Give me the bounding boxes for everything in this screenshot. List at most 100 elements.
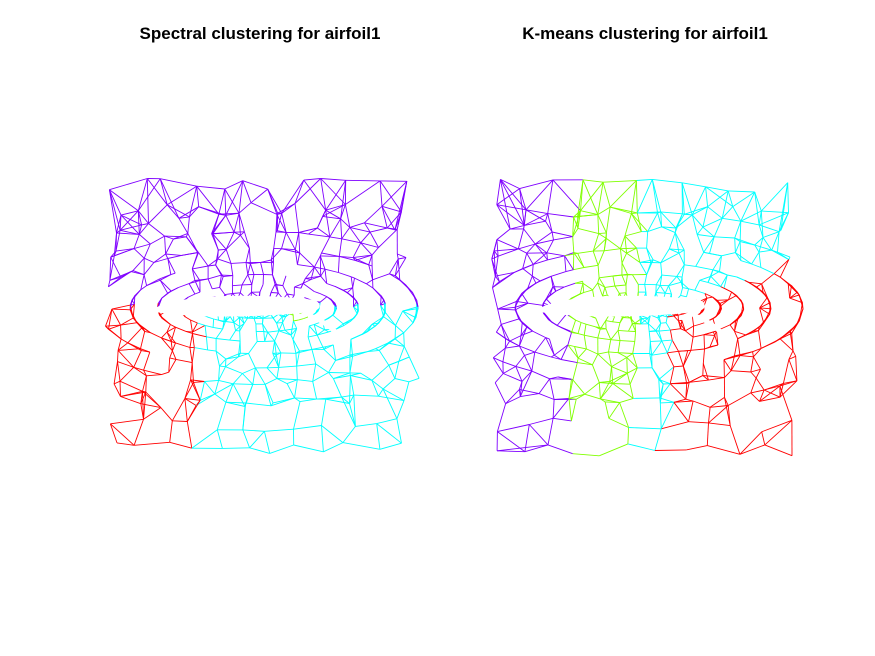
mesh-edge — [649, 353, 653, 368]
mesh-edge — [532, 275, 541, 282]
mesh-edge — [296, 351, 300, 367]
mesh-edge — [214, 383, 234, 395]
mesh-edge — [758, 237, 764, 253]
mesh-edge — [274, 330, 280, 342]
mesh-edge — [496, 239, 519, 250]
mesh-edge — [670, 328, 681, 331]
mesh-edge — [699, 275, 711, 281]
mesh-edge — [356, 304, 359, 314]
mesh-edge — [660, 402, 675, 429]
mesh-edge — [299, 252, 315, 268]
mesh-edge — [621, 262, 628, 275]
mesh-edge — [648, 323, 657, 331]
mesh-edge — [308, 233, 330, 238]
mesh-edge — [671, 339, 679, 352]
mesh-edge — [624, 235, 628, 254]
mesh-edge — [143, 407, 162, 420]
mesh-edge — [387, 227, 396, 231]
mesh-edge — [661, 226, 676, 234]
mesh-edge — [184, 398, 197, 406]
mesh-edge — [186, 400, 201, 422]
mesh-edge — [624, 235, 637, 249]
mesh-edge — [635, 180, 638, 213]
mesh-edge — [668, 232, 676, 250]
mesh-edge — [647, 226, 662, 233]
mesh-edge — [651, 352, 668, 356]
mesh-edge — [382, 388, 398, 419]
mesh-edge — [276, 378, 288, 385]
mesh-edge — [137, 210, 140, 235]
mesh-edge — [173, 236, 187, 240]
mesh-edge — [681, 182, 685, 215]
mesh-edge — [619, 340, 635, 342]
mesh-edge — [372, 273, 390, 281]
mesh-edge — [378, 228, 398, 248]
mesh-edge — [341, 238, 361, 244]
mesh-edge — [276, 367, 280, 379]
mesh-edge — [660, 211, 683, 215]
mesh-edge — [787, 182, 789, 213]
spectral-clustering-panel: Spectral clustering for airfoil1 — [60, 0, 460, 656]
mesh-edge — [207, 316, 214, 320]
mesh-edge — [552, 399, 555, 419]
mesh-edge — [524, 351, 535, 356]
mesh-edge — [334, 303, 337, 307]
mesh-edge — [605, 401, 620, 404]
mesh-edge — [732, 191, 755, 207]
mesh-edge — [598, 277, 606, 288]
mesh-edge — [664, 285, 670, 294]
mesh-edge — [143, 262, 155, 275]
mesh-edge — [242, 180, 252, 203]
mesh-edge — [657, 317, 662, 324]
mesh-edge — [165, 238, 174, 255]
mesh-edge — [750, 356, 754, 373]
mesh-edge — [375, 342, 389, 350]
mesh-edge — [166, 331, 176, 344]
mesh-edge — [586, 348, 599, 355]
mesh-edge — [310, 266, 315, 280]
mesh-edge — [737, 338, 741, 356]
mesh-edge — [298, 232, 301, 254]
mesh-edge — [127, 342, 141, 350]
mesh-edge — [496, 204, 511, 230]
mesh-edge — [349, 226, 371, 233]
mesh-edge — [248, 248, 251, 264]
mesh-edge — [117, 361, 134, 368]
mesh-edge — [723, 359, 732, 371]
mesh-edge — [191, 347, 195, 363]
mesh-edge — [166, 324, 171, 333]
mesh-edge — [764, 419, 793, 446]
mesh-edge — [190, 319, 198, 324]
mesh-edge — [340, 218, 351, 228]
mesh-edge — [660, 252, 680, 264]
mesh-edge — [290, 320, 294, 336]
mesh-edge — [580, 292, 584, 295]
mesh-edge — [503, 373, 523, 382]
mesh-edge — [120, 214, 142, 226]
mesh-edge — [605, 328, 612, 340]
mesh-edge — [281, 213, 287, 233]
mesh-edge — [199, 381, 205, 401]
mesh-edge — [673, 365, 684, 368]
mesh-edge — [356, 301, 359, 305]
mesh-edge — [224, 188, 227, 216]
mesh-edge — [111, 308, 121, 326]
mesh-edge — [758, 330, 762, 349]
mesh-edge — [702, 363, 709, 381]
mesh-edge — [760, 341, 775, 349]
mesh-edge — [215, 328, 223, 339]
mesh-edge — [528, 424, 549, 446]
mesh-edge — [685, 382, 690, 400]
mesh-edge — [166, 204, 190, 218]
mesh-edge — [567, 344, 579, 359]
mesh-edge — [702, 363, 704, 376]
mesh-edge — [636, 179, 653, 214]
mesh-edge — [735, 252, 752, 265]
mesh-edge — [248, 341, 258, 354]
mesh-edge — [584, 382, 600, 395]
mesh-edge — [497, 431, 526, 453]
mesh-edge — [352, 287, 355, 298]
mesh-edge — [658, 323, 662, 332]
mesh-edge — [597, 206, 611, 215]
mesh-edge — [394, 257, 407, 276]
